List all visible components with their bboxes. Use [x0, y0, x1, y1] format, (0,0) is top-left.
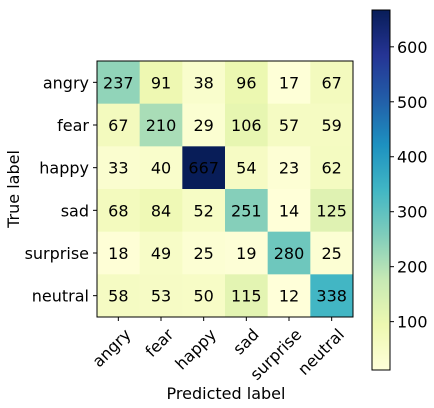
- y-tick-label: fear: [57, 116, 89, 135]
- heatmap-cell: [182, 231, 226, 275]
- heatmap-cell: [182, 189, 226, 233]
- heatmap-cell: [139, 146, 183, 190]
- heatmap-cell: [225, 274, 269, 318]
- heatmap-cell: [97, 61, 141, 105]
- heatmap-cell: [97, 231, 141, 275]
- heatmap-cell: [310, 146, 354, 190]
- colorbar-tick-label: 600: [397, 38, 428, 57]
- cell-value-label: 106: [231, 116, 262, 135]
- x-tick-label: neutral: [294, 325, 348, 379]
- heatmap-cell: [225, 146, 269, 190]
- heatmap-cell: [267, 103, 311, 147]
- colorbar-ticks: 100 200 300 400 500 600: [390, 38, 428, 332]
- x-tick-label: fear: [141, 325, 177, 361]
- heatmap-cell: [225, 189, 269, 233]
- colorbar-tick-label: 500: [397, 93, 428, 112]
- x-tick-label: angry: [89, 325, 135, 371]
- cell-value-label: 338: [316, 287, 347, 306]
- cell-value-label: 115: [231, 287, 262, 306]
- heatmap-cell: [267, 61, 311, 105]
- y-tick-label: angry: [43, 73, 89, 92]
- y-axis-label: True label: [4, 150, 23, 229]
- heatmap-cell: [182, 146, 226, 190]
- colorbar: [371, 9, 391, 371]
- cell-value-label: 58: [108, 287, 128, 306]
- x-axis-label: Predicted label: [167, 384, 286, 403]
- heatmap-cell: [310, 189, 354, 233]
- plot-frame: [96, 60, 354, 318]
- cell-value-label: 38: [193, 73, 213, 92]
- y-tick-label: sad: [61, 201, 89, 220]
- y-axis-ticks: angry fear happy sad surprise neutral: [25, 73, 97, 306]
- cell-value-label: 57: [279, 116, 299, 135]
- cell-value-label: 29: [193, 116, 213, 135]
- colorbar-tick-label: 300: [397, 203, 428, 222]
- heatmap-cell: [310, 231, 354, 275]
- cell-value-label: 49: [151, 244, 171, 263]
- heatmap-cell: [225, 231, 269, 275]
- heatmap-cell: [310, 274, 354, 318]
- heatmap-cell: [225, 103, 269, 147]
- heatmap-cell: [267, 146, 311, 190]
- colorbar-tick-label: 200: [397, 258, 428, 277]
- cell-value-label: 54: [236, 159, 256, 178]
- y-tick-label: surprise: [25, 244, 89, 263]
- heatmap-cell: [182, 61, 226, 105]
- heatmap-cell: [97, 103, 141, 147]
- cell-value-label: 25: [193, 244, 213, 263]
- cell-value-label: 125: [316, 201, 347, 220]
- cell-value-label: 19: [236, 244, 256, 263]
- y-tick-label: neutral: [32, 287, 89, 306]
- heatmap-cell: [139, 189, 183, 233]
- cell-value-label: 53: [151, 287, 171, 306]
- heatmap-cell: [139, 231, 183, 275]
- heatmap-cell: [139, 61, 183, 105]
- heatmap-cells: [97, 61, 354, 318]
- heatmap-cell: [267, 231, 311, 275]
- cell-value-label: 40: [151, 159, 171, 178]
- heatmap-cell: [139, 103, 183, 147]
- heatmap-cell: [182, 103, 226, 147]
- heatmap-cell: [310, 103, 354, 147]
- cell-value-label: 33: [108, 159, 128, 178]
- y-tick-label: happy: [39, 159, 89, 178]
- cell-value-label: 14: [279, 201, 299, 220]
- heatmap-cell: [267, 274, 311, 318]
- cell-value-label: 96: [236, 73, 256, 92]
- cell-value-label: 91: [151, 73, 171, 92]
- cell-value-label: 84: [151, 201, 171, 220]
- heatmap-cell: [267, 189, 311, 233]
- heatmap-cell: [139, 274, 183, 318]
- cell-value-label: 25: [321, 244, 341, 263]
- cell-value-label: 52: [193, 201, 213, 220]
- cell-value-label: 50: [193, 287, 213, 306]
- cell-value-label: 237: [103, 73, 134, 92]
- heatmap-cell-labels: 237 91 38 96 17 67 67 210 29 106 57 59 33 40 667 54 23 62…: [103, 73, 347, 305]
- cell-value-label: 62: [321, 159, 341, 178]
- x-tick-label: happy: [171, 325, 220, 374]
- heatmap-cell: [182, 274, 226, 318]
- heatmap-cell: [97, 189, 141, 233]
- cell-value-label: 67: [321, 73, 341, 92]
- cell-value-label: 12: [279, 287, 299, 306]
- cell-value-label: 59: [321, 116, 341, 135]
- cell-value-label: 18: [108, 244, 128, 263]
- heatmap-cell: [310, 61, 354, 105]
- cell-value-label: 280: [274, 244, 305, 263]
- heatmap-cell: [225, 61, 269, 105]
- colorbar-tick-label: 400: [397, 148, 428, 167]
- colorbar-tick-label: 100: [397, 313, 428, 332]
- cell-value-label: 68: [108, 201, 128, 220]
- heatmap-cell: [97, 274, 141, 318]
- cell-value-label: 17: [279, 73, 299, 92]
- heatmap-cell: [97, 146, 141, 190]
- cell-value-label: 23: [279, 159, 299, 178]
- cell-value-label: 210: [146, 116, 177, 135]
- x-tick-label: sad: [229, 325, 262, 358]
- cell-value-label: 67: [108, 116, 128, 135]
- cell-value-label: 251: [231, 201, 262, 220]
- cell-value-label: 667: [188, 159, 219, 178]
